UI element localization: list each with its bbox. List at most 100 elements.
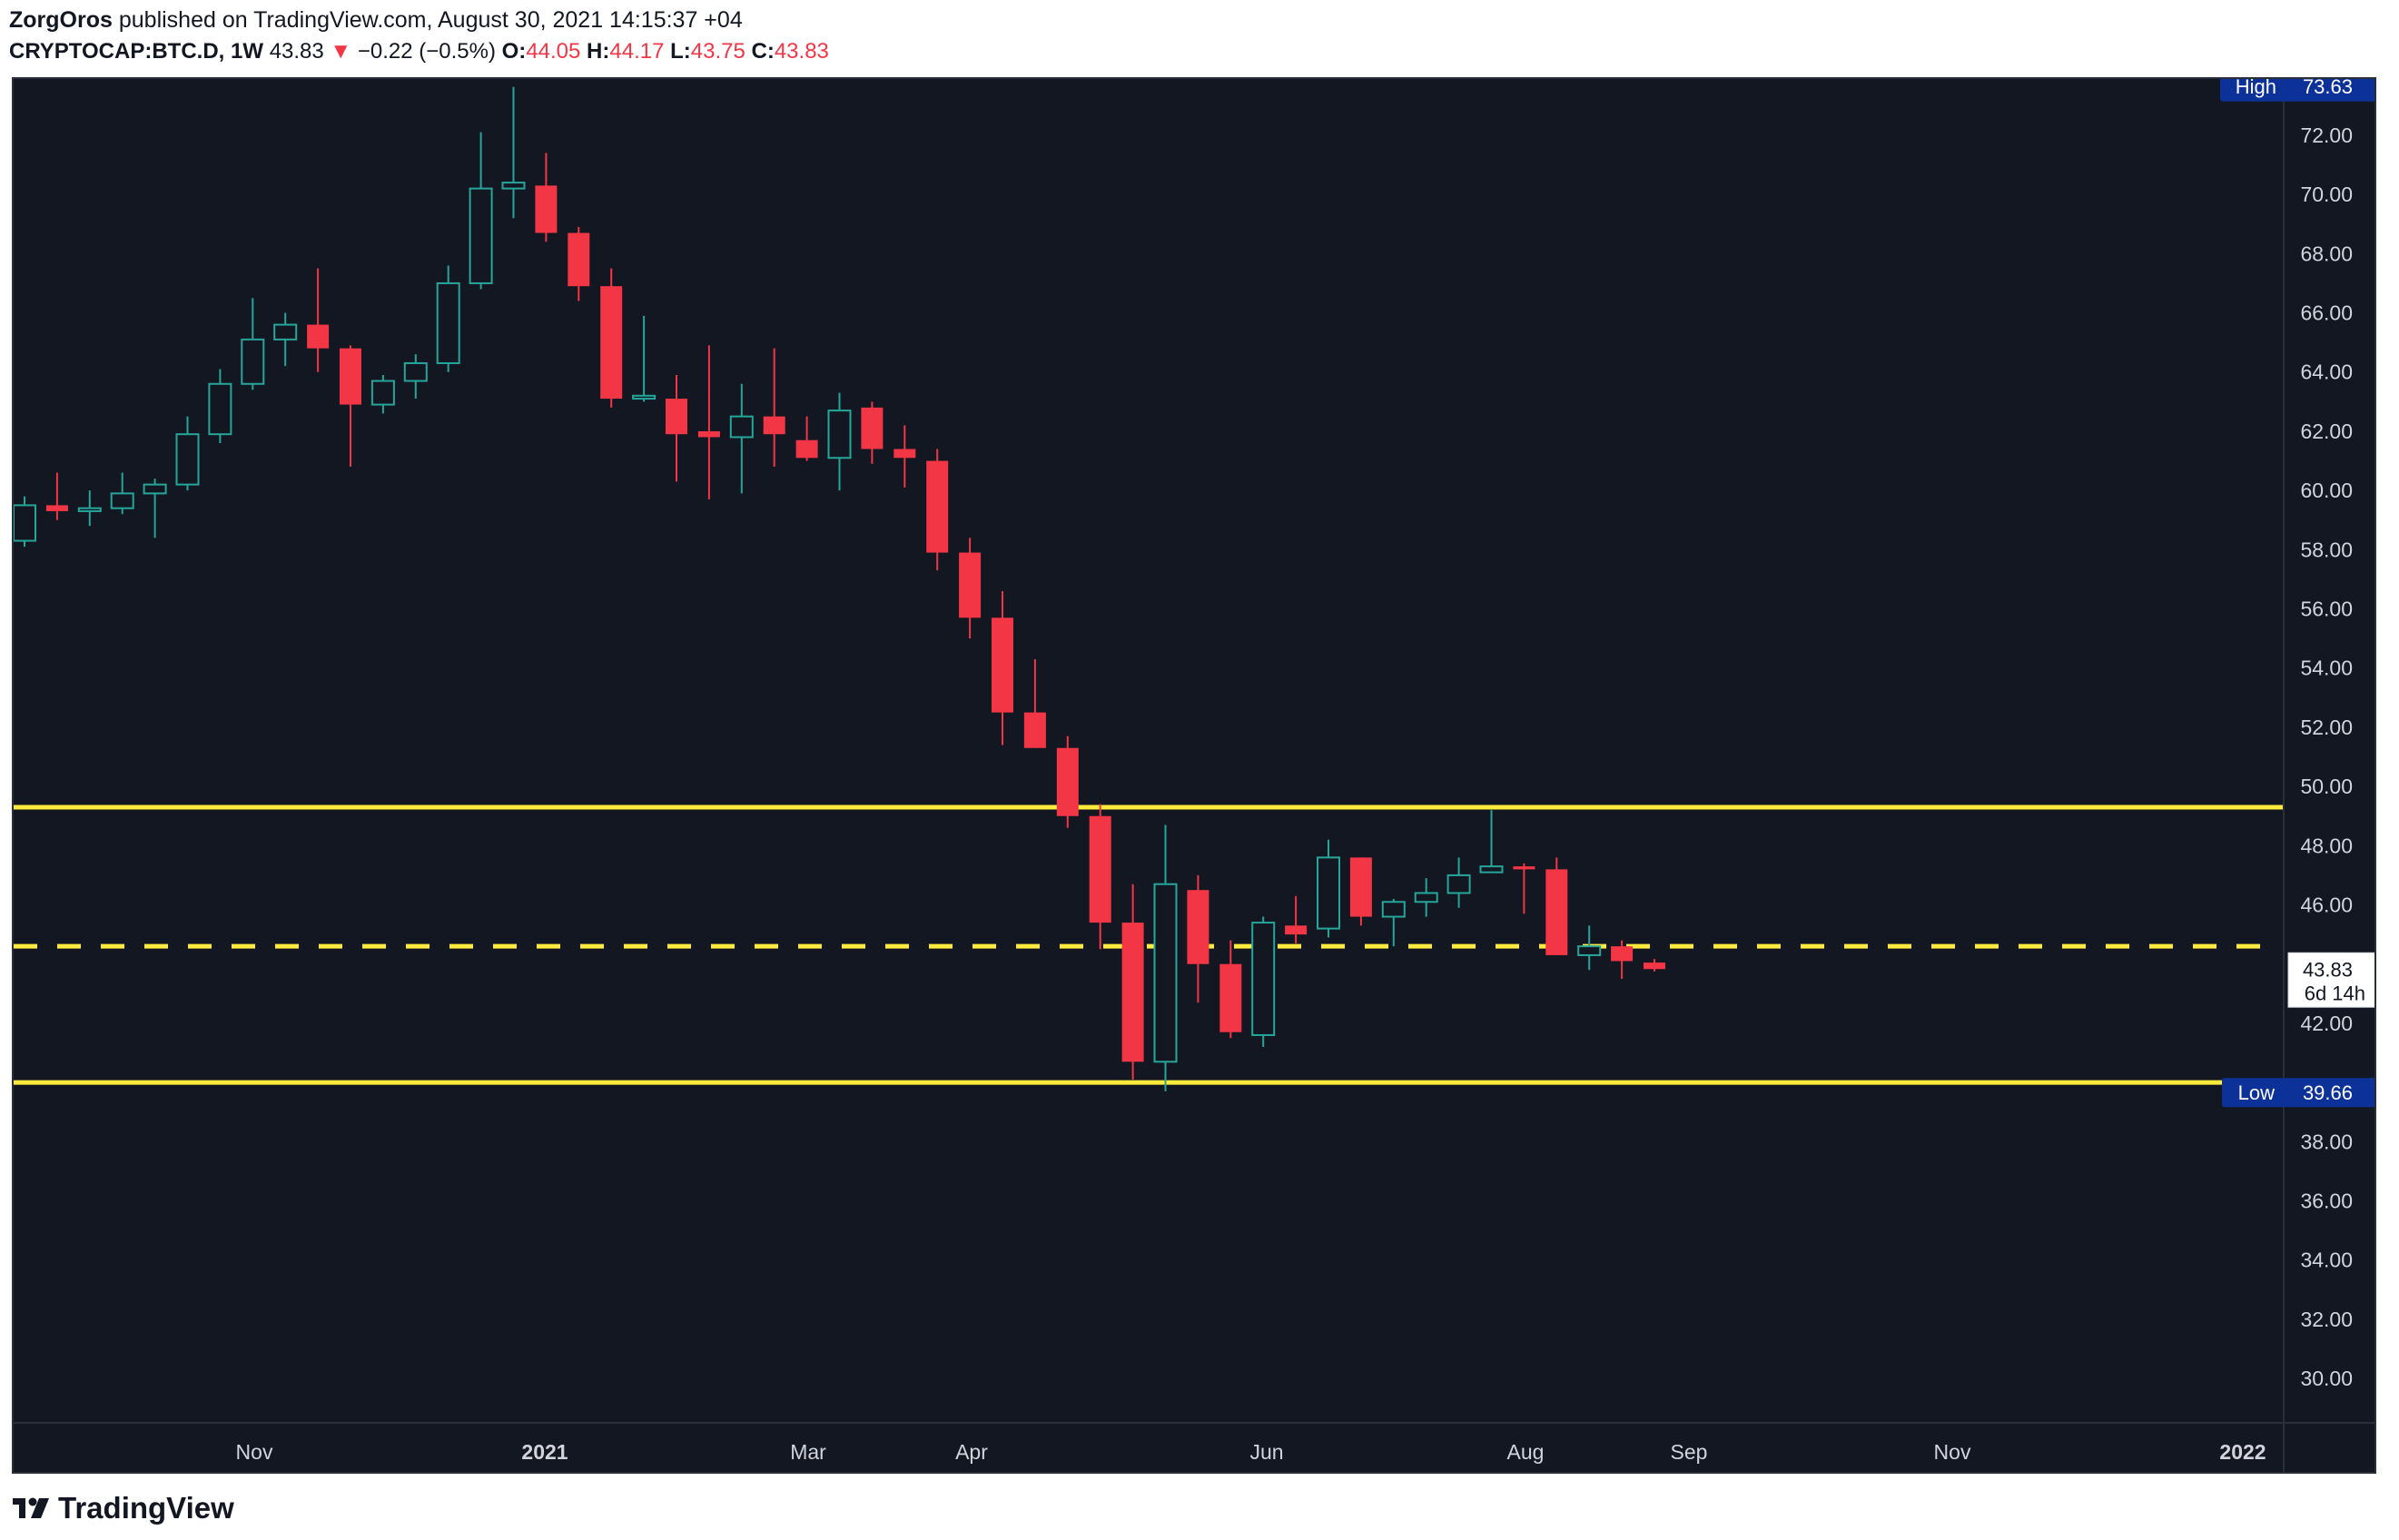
time-tick-label: Nov xyxy=(236,1440,273,1464)
candle-body-up xyxy=(1479,865,1504,874)
candle xyxy=(861,401,884,464)
time-tick-label: Apr xyxy=(955,1440,988,1464)
candle xyxy=(208,369,232,443)
open-value: 44.05 xyxy=(526,39,581,64)
candle-body-down xyxy=(1121,923,1144,1062)
time-tick-label: Aug xyxy=(1507,1440,1545,1464)
price-tick-label: 32.00 xyxy=(2300,1308,2353,1331)
symbol-name[interactable]: CRYPTOCAP:BTC.D, 1W xyxy=(9,39,264,64)
candle xyxy=(1089,804,1111,950)
candle-body-up xyxy=(729,415,754,439)
low-tag: Low 39.66 xyxy=(2222,1078,2374,1108)
candle xyxy=(436,265,460,372)
candle-body-up xyxy=(77,507,102,512)
candle-body-up xyxy=(1153,883,1178,1063)
footer: TradingView xyxy=(0,1478,2399,1540)
high-value: 44.17 xyxy=(609,39,665,64)
candlestick-chart[interactable]: 72.00 70.00 68.00 66.00 64.00 62.00 60.00 58.00… xyxy=(14,79,2376,1474)
candle-body-down xyxy=(697,430,720,438)
chart-area[interactable]: 72.00 70.00 68.00 66.00 64.00 62.00 60.00 58.00… xyxy=(12,77,2376,1474)
candle xyxy=(535,153,558,242)
price-tick-label: 60.00 xyxy=(2300,479,2353,502)
candle-body-up xyxy=(370,380,395,406)
price-tick-label: 64.00 xyxy=(2300,360,2353,384)
time-tick-label: Mar xyxy=(790,1440,826,1464)
candle xyxy=(1414,878,1438,917)
price-tick-label: 62.00 xyxy=(2300,420,2353,443)
candle-body-down xyxy=(1089,815,1111,923)
candle-body-up xyxy=(1381,901,1406,918)
price-tick-label: 34.00 xyxy=(2300,1249,2353,1272)
candle xyxy=(600,268,623,408)
candle-body-down xyxy=(861,407,884,449)
price-axis[interactable]: 72.00 70.00 68.00 66.00 64.00 62.00 60.00 58.00… xyxy=(2283,79,2353,1474)
candle-body-down xyxy=(307,324,330,349)
price-tick-label: 50.00 xyxy=(2300,775,2353,798)
candle-body-down xyxy=(959,552,982,618)
candle xyxy=(307,268,330,372)
close-value: 43.83 xyxy=(774,39,829,64)
close-label: C: xyxy=(751,39,775,64)
candle xyxy=(45,472,68,520)
candle-body-down xyxy=(1545,869,1568,955)
low-value: 43.75 xyxy=(690,39,745,64)
candle-body-down xyxy=(1056,747,1079,816)
candle xyxy=(1349,857,1372,926)
candle xyxy=(1285,895,1308,943)
price-tick-label: 54.00 xyxy=(2300,656,2353,680)
countdown-value: 6d 14h xyxy=(2305,982,2365,1004)
candle xyxy=(959,538,982,639)
price-tick-label: 66.00 xyxy=(2300,301,2353,325)
author-name[interactable]: ZorgOros xyxy=(9,7,113,33)
time-tick-label: 2022 xyxy=(2219,1440,2266,1464)
candle-body-up xyxy=(208,382,232,436)
candle-body-down xyxy=(926,460,949,553)
candle-body-down xyxy=(1349,857,1372,917)
candle xyxy=(14,496,36,548)
candle-body-down xyxy=(666,399,687,435)
price-tick-label: 70.00 xyxy=(2300,183,2353,206)
price-tick-label: 46.00 xyxy=(2300,893,2353,917)
candle xyxy=(1381,898,1406,947)
candle-body-up xyxy=(175,433,200,486)
candle xyxy=(1153,824,1178,1091)
low-tag-box xyxy=(2222,1078,2374,1108)
time-axis[interactable]: Nov 2021 Mar Apr Jun Aug Sep Nov 2022 xyxy=(14,1422,2376,1464)
candle-body-down xyxy=(568,232,590,287)
time-tick-label: 2021 xyxy=(521,1440,568,1464)
candle xyxy=(1219,940,1242,1039)
candle-body-up xyxy=(403,361,428,382)
price-tick-label: 72.00 xyxy=(2300,123,2353,147)
change-arrow-icon: ▼ xyxy=(330,39,352,64)
candle xyxy=(1479,810,1504,874)
candle-body-up xyxy=(14,504,36,542)
candle-body-up xyxy=(501,182,526,190)
candle xyxy=(340,345,361,468)
publication-header: ZorgOros published on TradingView.com, A… xyxy=(0,0,2399,73)
tradingview-logo[interactable]: TradingView xyxy=(11,1491,234,1525)
low-tag-label: Low xyxy=(2238,1081,2275,1104)
candle xyxy=(77,490,102,527)
candle xyxy=(1611,940,1634,980)
candle xyxy=(403,354,428,400)
candle-body-down xyxy=(1644,962,1665,970)
candles xyxy=(14,86,1665,1091)
time-tick-label: Sep xyxy=(1671,1440,1708,1464)
open-label: O: xyxy=(501,39,527,64)
candle xyxy=(241,298,265,390)
candle-body-up xyxy=(1446,874,1471,894)
candle-body-down xyxy=(1611,946,1634,962)
candle-body-down xyxy=(535,185,558,233)
candle xyxy=(1644,959,1665,972)
candle xyxy=(143,479,167,538)
symbol-line: CRYPTOCAP:BTC.D, 1W 43.83 ▼ −0.22 (−0.5%… xyxy=(9,39,829,64)
candle xyxy=(795,416,818,461)
high-tag-value: 73.63 xyxy=(2303,79,2353,98)
price-tick-label: 30.00 xyxy=(2300,1367,2353,1390)
candle xyxy=(273,312,298,367)
low-tag-value: 39.66 xyxy=(2303,1081,2353,1104)
publication-line: ZorgOros published on TradingView.com, A… xyxy=(9,7,743,34)
candle-body-down xyxy=(1285,925,1308,935)
candle xyxy=(926,449,949,571)
